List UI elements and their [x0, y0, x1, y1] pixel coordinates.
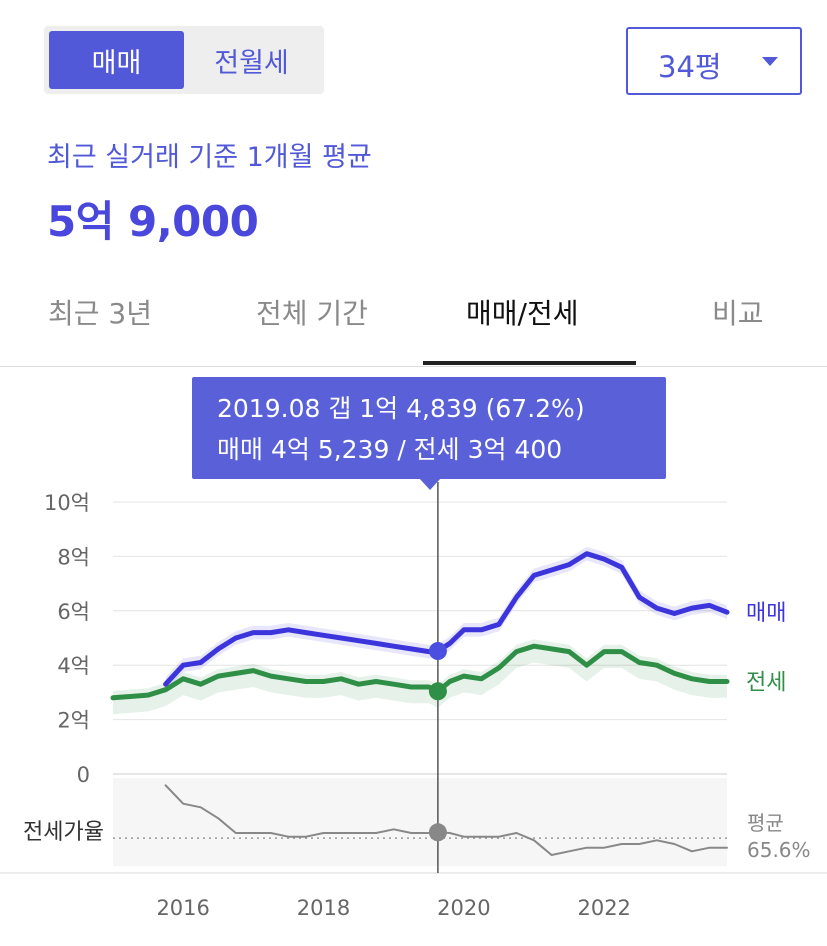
chart-tooltip: 2019.08 갭 1억 4,839 (67.2%) 매매 4억 5,239 /… — [192, 377, 666, 479]
y-tick-label: 6억 — [57, 600, 90, 624]
y-tick-label: 8억 — [57, 545, 90, 569]
jeonse-series-label: 전세 — [746, 671, 786, 696]
ratio-average-value: 65.6% — [747, 838, 811, 862]
y-tick-label: 10억 — [44, 491, 90, 515]
average-price: 5억 9,000 — [47, 197, 259, 246]
x-tick-label: 2020 — [437, 896, 490, 920]
x-tick-label: 2016 — [156, 896, 209, 920]
y-tick-label: 4억 — [57, 654, 90, 678]
jeonse-cursor-marker — [428, 682, 447, 701]
period-tabs: 최근 3년 전체 기간 매매/전세 비교 — [0, 282, 827, 367]
sale-cursor-marker — [428, 642, 447, 661]
tab-all-period[interactable]: 전체 기간 — [256, 297, 368, 330]
sale-series-label: 매매 — [746, 601, 786, 626]
area-size-dropdown[interactable]: 34평 — [626, 27, 802, 95]
tab-compare[interactable]: 비교 — [712, 297, 764, 330]
y-tick-label: 0 — [77, 763, 90, 787]
sale-toggle-button[interactable]: 매매 — [49, 31, 184, 89]
ratio-cursor-marker — [428, 823, 447, 842]
ratio-axis-label: 전세가율 — [23, 820, 104, 845]
y-tick-label: 2억 — [57, 709, 90, 733]
ratio-average-label: 평균 — [747, 811, 784, 835]
rent-toggle-button[interactable]: 전월세 — [184, 31, 319, 89]
area-size-value: 34평 — [658, 50, 722, 84]
tooltip-price-line: 매매 4억 5,239 / 전세 3억 400 — [217, 435, 563, 464]
trade-type-toggle: 매매 전월세 — [44, 26, 324, 94]
x-tick-label: 2022 — [577, 896, 630, 920]
tooltip-gap-line: 2019.08 갭 1억 4,839 (67.2%) — [217, 394, 585, 423]
chevron-down-icon — [762, 57, 778, 66]
summary-label: 최근 실거래 기준 1개월 평균 — [47, 142, 372, 173]
tooltip-arrow — [419, 478, 441, 490]
active-tab-indicator — [423, 361, 636, 365]
x-tick-label: 2018 — [297, 896, 350, 920]
tab-recent-3y[interactable]: 최근 3년 — [48, 297, 152, 330]
ratio-panel — [113, 778, 727, 866]
tab-sale-jeonse[interactable]: 매매/전세 — [466, 297, 579, 330]
